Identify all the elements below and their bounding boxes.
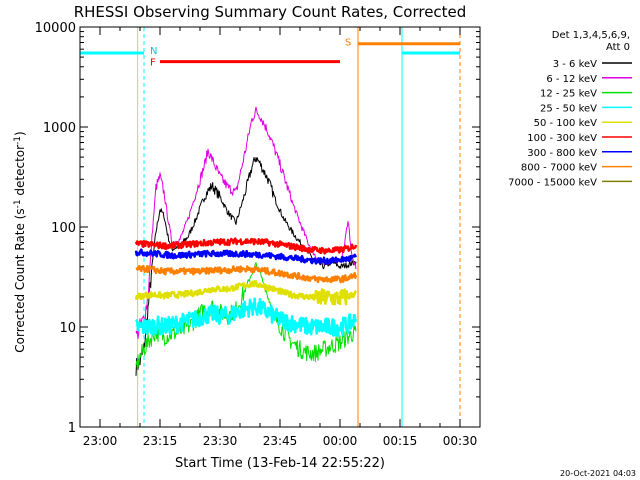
legend-label-4: 50 - 100 keV bbox=[534, 118, 598, 129]
legend-label-6: 300 - 800 keV bbox=[527, 148, 597, 159]
y-tick-label-4: 10000 bbox=[35, 21, 76, 36]
footer-date: 20-Oct-2021 04:03 bbox=[560, 469, 636, 478]
legend-label-3: 25 - 50 keV bbox=[540, 103, 597, 114]
y-axis-label: Corrected Count Rate (s-1 detector-1) bbox=[13, 131, 27, 352]
x-tick-label-4: 00:00 bbox=[323, 434, 358, 448]
legend-header-1: Att 0 bbox=[606, 42, 630, 53]
y-axis-label-sup2: -1 bbox=[13, 136, 23, 145]
legend-label-0: 3 - 6 keV bbox=[553, 59, 597, 70]
series-line-5 bbox=[134, 237, 358, 255]
x-tick-label-1: 23:15 bbox=[143, 434, 178, 448]
y-axis-label-sup1: -1 bbox=[13, 199, 23, 208]
y-axis-label-main: Corrected Count Rate (s bbox=[13, 208, 27, 352]
flag-label-2: S bbox=[345, 38, 351, 49]
legend-label-2: 12 - 25 keV bbox=[540, 89, 597, 100]
y-tick-label-1: 10 bbox=[59, 321, 76, 336]
series-line-6 bbox=[134, 248, 358, 265]
y-tick-label-0: 1 bbox=[68, 421, 76, 436]
x-tick-label-2: 23:30 bbox=[203, 434, 238, 448]
series-line-4 bbox=[134, 280, 358, 306]
axes: 23:00 23:15 23:30 23:45 00:00 00:15 00:30 1 10 10… bbox=[35, 21, 481, 448]
y-axis-label-mid: detector bbox=[13, 145, 27, 200]
series-line-3 bbox=[134, 297, 358, 338]
legend: Det 1,3,4,5,6,9,Att 0 3 - 6 keV 6 - 12 keV… bbox=[508, 30, 632, 188]
flag-label-1: F bbox=[150, 58, 156, 69]
legend-header-0: Det 1,3,4,5,6,9, bbox=[552, 30, 630, 41]
x-axis-label: Start Time (13-Feb-14 22:55:22) bbox=[175, 456, 385, 471]
x-tick-label-6: 00:30 bbox=[443, 434, 478, 448]
legend-label-7: 800 - 7000 keV bbox=[521, 163, 597, 174]
plot-area: NF S bbox=[79, 27, 461, 427]
flag-label-0: N bbox=[150, 46, 157, 57]
y-tick-label-3: 1000 bbox=[43, 121, 76, 136]
x-tick-label-3: 23:45 bbox=[263, 434, 298, 448]
chart-title: RHESSI Observing Summary Count Rates, Co… bbox=[74, 3, 467, 21]
legend-label-8: 7000 - 15000 keV bbox=[508, 177, 597, 188]
x-tick-label-5: 00:15 bbox=[383, 434, 418, 448]
legend-label-5: 100 - 300 keV bbox=[527, 133, 597, 144]
x-tick-label-0: 23:00 bbox=[83, 434, 118, 448]
legend-label-1: 6 - 12 keV bbox=[546, 74, 597, 85]
y-axis-label-end: ) bbox=[13, 131, 27, 136]
series-line-7 bbox=[135, 264, 358, 284]
y-tick-label-2: 100 bbox=[51, 221, 76, 236]
